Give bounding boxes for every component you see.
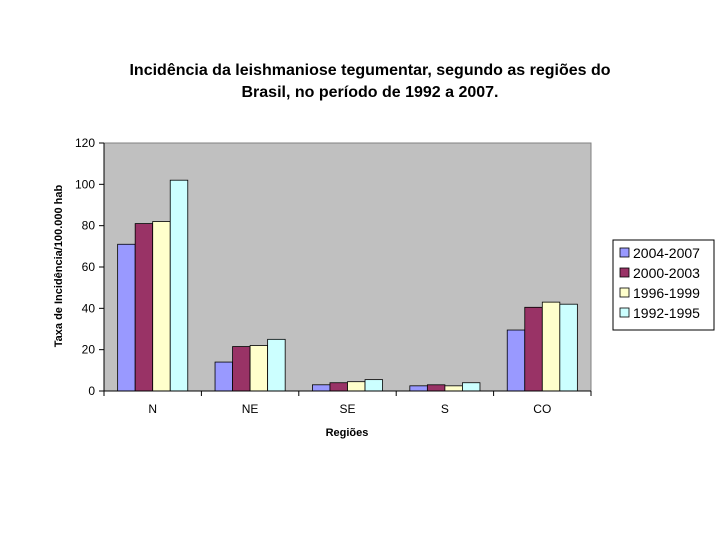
legend-swatch xyxy=(619,307,630,318)
y-tick-label: 40 xyxy=(82,301,96,315)
bar-1996-1999-CO xyxy=(541,301,561,392)
legend-label: 1996-1999 xyxy=(633,285,700,301)
bar-1992-1995-N xyxy=(169,179,189,392)
bar-1996-1999-N xyxy=(152,221,171,392)
bar-2004-2007-S xyxy=(409,385,428,392)
x-tick-label: CO xyxy=(533,402,551,416)
bar-2000-2003-N xyxy=(134,223,154,392)
bar-2000-2003-S xyxy=(426,384,446,392)
y-tick-label: 80 xyxy=(82,219,96,233)
x-tick-label: S xyxy=(441,402,449,416)
x-tick-label: N xyxy=(148,402,157,416)
y-tick-label: 60 xyxy=(82,260,96,274)
bar-2000-2003-SE xyxy=(329,382,348,392)
bar-1996-1999-SE xyxy=(347,381,366,392)
bar-1996-1999-S xyxy=(444,385,463,392)
x-tick-label: SE xyxy=(339,402,355,416)
bar-2004-2007-NE xyxy=(214,361,233,392)
chart-title-line-2: Brasil, no período de 1992 a 2007. xyxy=(241,84,499,101)
bar-2000-2003-CO xyxy=(524,306,543,392)
x-axis-title: Regiões xyxy=(326,427,369,439)
legend-swatch xyxy=(619,267,630,278)
legend-swatch xyxy=(619,287,630,298)
bar-2004-2007-CO xyxy=(506,329,526,392)
y-tick-label: 0 xyxy=(88,384,95,398)
legend-box xyxy=(612,239,715,331)
bar-2004-2007-N xyxy=(117,243,136,392)
legend: 2004-2007 2000-2003 1996-1999 1992-1995 xyxy=(612,239,715,331)
chart-title: Incidência da leishmaniose tegumentar, s… xyxy=(40,60,700,104)
y-axis: 0 20 40 60 80 100 120 xyxy=(75,136,105,398)
legend-label: 2004-2007 xyxy=(633,245,700,261)
y-axis-title: Taxa de Incidência/100.000 hab xyxy=(53,185,65,348)
legend-label: 2000-2003 xyxy=(633,265,700,281)
bar-2000-2003-NE xyxy=(232,346,251,392)
bar-2004-2007-SE xyxy=(312,384,331,392)
y-tick-label: 100 xyxy=(75,177,95,191)
y-tick-label: 120 xyxy=(75,136,95,150)
x-axis: N NE SE S CO xyxy=(103,390,592,416)
bar-1992-1995-CO xyxy=(559,303,578,392)
bar-1992-1995-NE xyxy=(267,338,286,392)
legend-swatch xyxy=(619,247,630,258)
legend-label: 1992-1995 xyxy=(633,305,700,321)
bar-1992-1995-S xyxy=(462,382,481,392)
bar-1996-1999-NE xyxy=(249,345,269,392)
y-tick-label: 20 xyxy=(82,343,96,357)
chart-title-line-1: Incidência da leishmaniose tegumentar, s… xyxy=(129,62,611,79)
bar-1992-1995-SE xyxy=(364,379,383,392)
x-tick-label: NE xyxy=(242,402,259,416)
